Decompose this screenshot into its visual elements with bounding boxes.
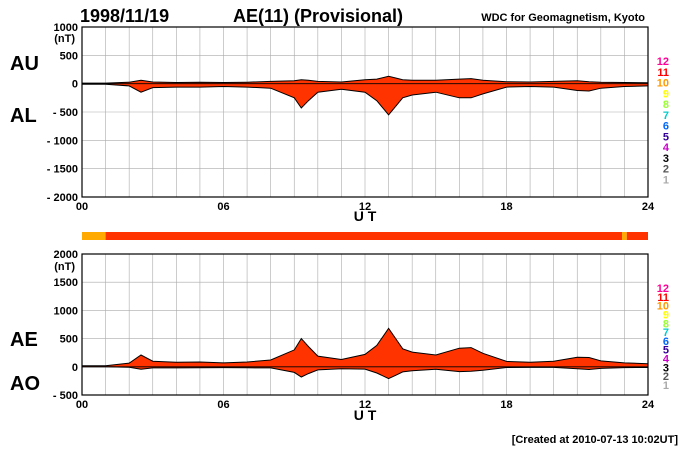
- legend-number-11: 11: [657, 67, 669, 79]
- upper-ytick-label: 1000: [54, 22, 78, 34]
- upper-xtick-label: 18: [500, 201, 512, 213]
- upper-ytick-label: - 1500: [47, 164, 78, 176]
- lower-ytick-label: 2000: [54, 249, 78, 261]
- legend-number-9: 9: [663, 309, 669, 321]
- legend-number-9: 9: [663, 88, 669, 100]
- legend-number-2: 2: [663, 164, 669, 176]
- lower-ytick-label: 1000: [54, 305, 78, 317]
- lower-ytick-label: 1500: [54, 277, 78, 289]
- station-count-bar: [82, 232, 648, 240]
- legend-number-3: 3: [663, 362, 669, 374]
- lower-xtick-label: 06: [217, 399, 229, 411]
- legend-number-6: 6: [663, 336, 669, 348]
- upper-plot-frame: [81, 26, 649, 198]
- upper-xtick-label: 24: [642, 201, 655, 213]
- lower-ytick-label: - 500: [53, 390, 78, 402]
- legend-number-2: 2: [663, 371, 669, 383]
- legend-number-8: 8: [663, 318, 669, 330]
- lower-xlabel: U T: [354, 407, 377, 423]
- legend-number-7: 7: [663, 110, 669, 122]
- legend-number-1: 1: [663, 174, 669, 186]
- legend-number-3: 3: [663, 153, 669, 165]
- legend-number-10: 10: [657, 301, 669, 313]
- lower-envelope-area: [82, 328, 648, 379]
- lower-ytick-label: 0: [72, 362, 78, 374]
- upper-ytick-label: 0: [72, 79, 78, 91]
- upper-envelope-area: [82, 76, 648, 115]
- legend-number-12: 12: [657, 56, 669, 68]
- upper-xtick-label: 12: [359, 201, 371, 213]
- plot-date: 1998/11/19: [80, 6, 169, 26]
- legend-number-5: 5: [663, 345, 669, 357]
- station-bar-segment: [626, 232, 648, 240]
- lower-plot-frame: [81, 253, 649, 396]
- upper-ytick-label: - 2000: [47, 192, 78, 204]
- legend-number-4: 4: [663, 142, 670, 154]
- upper-xtick-label: 00: [76, 201, 88, 213]
- lower-ytick-label: 500: [60, 334, 78, 346]
- ao-label: AO: [10, 373, 40, 395]
- legend-number-6: 6: [663, 121, 669, 133]
- legend-number-7: 7: [663, 327, 669, 339]
- plot-source: WDC for Geomagnetism, Kyoto: [481, 12, 645, 24]
- series-line-ao: [82, 366, 649, 380]
- station-bar-segment: [105, 232, 623, 240]
- legend-number-4: 4: [663, 354, 670, 366]
- au-label: AU: [10, 53, 39, 75]
- series-line-ae: [82, 327, 649, 367]
- legend-number-12: 12: [657, 283, 669, 295]
- created-timestamp: [Created at 2010-07-13 10:02UT]: [512, 434, 679, 446]
- upper-ytick-label: - 1000: [47, 135, 78, 147]
- ae-label: AE: [10, 329, 38, 351]
- lower-xtick-label: 24: [642, 399, 655, 411]
- station-bar-segment: [622, 232, 627, 240]
- station-bar-segment: [82, 232, 106, 240]
- upper-ytick-label: - 500: [53, 107, 78, 119]
- legend-number-10: 10: [657, 78, 669, 90]
- upper-unit-label: (nT): [54, 33, 75, 45]
- legend-number-8: 8: [663, 99, 669, 111]
- al-label: AL: [10, 105, 37, 127]
- upper-xlabel: U T: [354, 208, 377, 224]
- plot-title: AE(11) (Provisional): [233, 6, 403, 26]
- series-line-al: [82, 83, 649, 116]
- legend-number-1: 1: [663, 380, 669, 392]
- lower-xtick-label: 12: [359, 399, 371, 411]
- legend-number-5: 5: [663, 131, 669, 143]
- series-line-au: [82, 75, 649, 84]
- lower-xtick-label: 00: [76, 399, 88, 411]
- legend-number-11: 11: [657, 292, 669, 304]
- upper-ytick-label: 500: [60, 50, 78, 62]
- lower-unit-label: (nT): [54, 261, 75, 273]
- lower-xtick-label: 18: [500, 399, 512, 411]
- upper-xtick-label: 06: [217, 201, 229, 213]
